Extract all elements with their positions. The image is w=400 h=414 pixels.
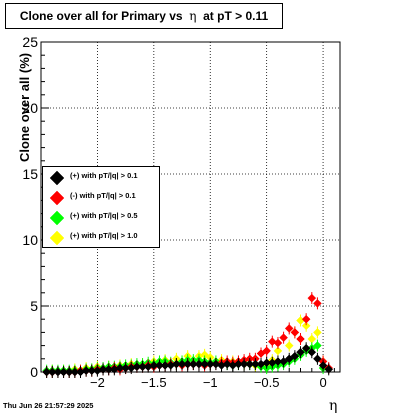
chart-title-suffix: at pT > 0.11: [203, 9, 269, 23]
legend-entry: (+) with pT/|q| > 0.5: [43, 208, 159, 228]
point-minus-01: [262, 346, 272, 356]
point-plus-01: [307, 347, 317, 357]
timestamp: Thu Jun 26 21:57:29 2025: [3, 401, 94, 410]
point-plus-10: [301, 321, 311, 331]
legend-label: (+) with pT/|q| > 0.5: [70, 211, 138, 220]
x-tick-label: −0.5: [254, 375, 280, 390]
chart-title-prefix: Clone over all for Primary vs: [19, 9, 183, 23]
point-minus-01: [296, 334, 305, 344]
y-axis-label: Clone over all (%): [17, 52, 32, 162]
y-tick-label: 5: [30, 298, 38, 314]
x-tick-label: −2: [90, 375, 105, 390]
point-plus-01: [324, 365, 334, 374]
legend: (+) with pT/|q| > 0.1 (-) with pT/|q| > …: [42, 166, 160, 248]
point-minus-01: [307, 293, 317, 303]
point-plus-10: [313, 328, 322, 337]
y-tick-label: 10: [22, 232, 38, 248]
y-tick-label: 0: [30, 364, 38, 380]
point-plus-01: [296, 347, 305, 357]
axis-tick-labels: −2 −1.5 −1 −0.5 0 0 5 10 15 20 25: [22, 34, 326, 390]
legend-marker-green: [49, 210, 65, 226]
point-plus-10: [273, 346, 283, 356]
point-plus-10: [284, 341, 294, 350]
chart-title: Clone over all for Primary vs η at pT > …: [5, 3, 283, 29]
x-tick-label: 0: [319, 375, 326, 390]
legend-entry: (-) with pT/|q| > 0.1: [43, 188, 159, 208]
legend-label: (+) with pT/|q| > 0.1: [70, 171, 138, 180]
x-tick-label: −1.5: [141, 375, 167, 390]
plot-frame: [40, 41, 341, 373]
point-plus-01: [313, 354, 322, 364]
point-minus-01: [301, 314, 311, 324]
point-plus-01: [290, 351, 300, 361]
point-minus-01: [279, 333, 288, 343]
point-plus-05: [313, 341, 322, 350]
legend-label: (+) with pT/|q| > 1.0: [70, 231, 138, 240]
point-minus-01: [313, 299, 322, 308]
x-tick-label: −1: [203, 375, 218, 390]
legend-entry: (+) with pT/|q| > 1.0: [43, 228, 159, 248]
point-minus-01: [273, 338, 283, 348]
legend-marker-red: [49, 190, 65, 206]
point-plus-10: [307, 334, 317, 344]
legend-label: (-) with pT/|q| > 0.1: [70, 191, 136, 200]
point-minus-01: [284, 324, 294, 333]
x-axis-label: η: [329, 398, 338, 414]
legend-entry: (+) with pT/|q| > 0.1: [43, 168, 159, 188]
y-tick-label: 25: [22, 34, 38, 50]
chart-title-eta-symbol: η: [189, 9, 197, 23]
point-minus-01: [290, 328, 300, 337]
point-plus-01: [301, 343, 311, 353]
data-points: [42, 292, 334, 378]
point-plus-01: [318, 361, 328, 370]
y-tick-label: 20: [22, 100, 38, 116]
y-tick-label: 15: [22, 166, 38, 182]
legend-marker-black: [49, 170, 65, 186]
legend-marker-yellow: [49, 230, 65, 246]
